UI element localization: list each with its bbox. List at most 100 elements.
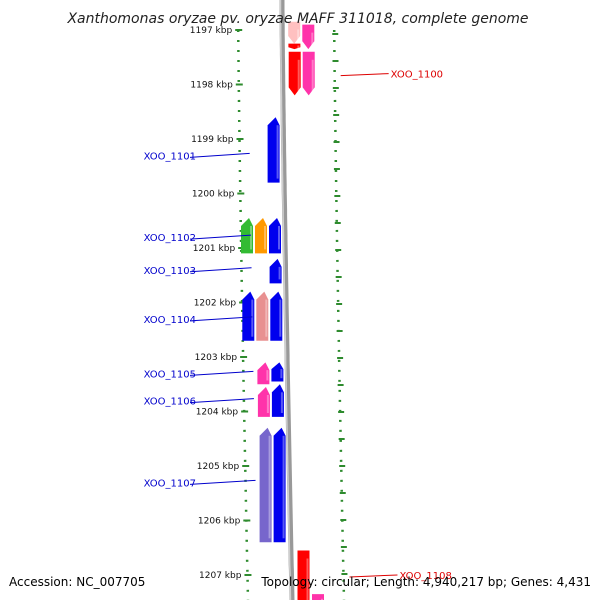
- gene-label-xoo_1102[interactable]: XOO_1102: [144, 233, 252, 244]
- kbp-tick-label: 1201 kbp: [193, 244, 236, 254]
- gene-1100a-mag[interactable]: [302, 24, 315, 50]
- accession-label: Accession: NC_007705: [9, 575, 145, 589]
- gene-arrow-body: [297, 550, 310, 600]
- gene-1104-main[interactable]: [270, 291, 283, 341]
- gene-arrow-body: [271, 362, 284, 382]
- gene-arrow-shine: [250, 226, 252, 250]
- gene-name-text: XOO_1103: [144, 266, 196, 277]
- label-leader-line: [189, 370, 254, 376]
- gene-1108-red[interactable]: [297, 550, 310, 600]
- gene-label-xoo_1108[interactable]: XOO_1108: [349, 571, 452, 582]
- gene-arrow-shine: [279, 299, 282, 337]
- gene-arrow-body: [259, 427, 272, 543]
- label-leader-line: [189, 267, 252, 273]
- gene-label-xoo_1106[interactable]: XOO_1106: [144, 397, 254, 408]
- label-leader-line: [189, 152, 250, 158]
- gene-1105-pink[interactable]: [257, 362, 270, 385]
- gene-label-xoo_1101[interactable]: XOO_1101: [144, 151, 250, 162]
- gene-name-text: XOO_1108: [399, 571, 451, 582]
- gene-arrow-shine: [280, 392, 283, 413]
- gene-arrow-shine: [266, 395, 269, 413]
- gene-arrow-body: [269, 258, 282, 284]
- gene-1106-pink[interactable]: [257, 387, 270, 417]
- gene-1103[interactable]: [269, 258, 282, 284]
- gene-arrow-shine: [321, 598, 323, 600]
- gene-arrow-body: [267, 117, 280, 183]
- gene-arrow-body: [269, 218, 281, 254]
- label-leader-line: [189, 398, 254, 404]
- gene-arrow-body: [271, 384, 284, 417]
- gene-arrow-shine: [297, 45, 300, 49]
- gene-1100b-red[interactable]: [288, 51, 301, 96]
- gene-1107-blue[interactable]: [273, 427, 286, 543]
- gene-label-xoo_1100[interactable]: XOO_1100: [340, 70, 443, 81]
- gene-arrow-body: [270, 291, 283, 341]
- gene-name-text: XOO_1100: [391, 70, 443, 81]
- genome-title: Xanthomonas oryzae pv. oryzae MAFF 31101…: [66, 11, 528, 27]
- genome-backbone-highlight: [279, 0, 292, 600]
- gene-arrow-shine: [278, 226, 280, 250]
- gene-arrow-body: [256, 291, 269, 341]
- gene-1102-blue[interactable]: [269, 218, 281, 254]
- kbp-tick-label: 1204 kbp: [196, 408, 239, 418]
- gene-arrow-shine: [268, 435, 271, 539]
- gene-name-text: XOO_1105: [144, 369, 196, 380]
- label-leader-line: [349, 574, 398, 578]
- gene-arrow-shine: [264, 226, 266, 250]
- gene-1100a-red[interactable]: [288, 43, 301, 50]
- gene-arrow-body: [257, 362, 270, 385]
- gene-arrow-shine: [311, 32, 314, 46]
- gene-1104-salmon[interactable]: [256, 291, 269, 341]
- gene-label-xoo_1103[interactable]: XOO_1103: [144, 266, 252, 277]
- gene-arrow-shine: [266, 370, 269, 381]
- gene-arrow-body: [255, 218, 267, 254]
- label-leader-line: [189, 316, 253, 322]
- label-leader-line: [189, 234, 252, 240]
- gene-1101[interactable]: [267, 117, 280, 183]
- genome-summary: Topology: circular; Length: 4,940,217 bp…: [260, 575, 591, 589]
- gene-arrow-body: [302, 51, 315, 96]
- kbp-tick-label: 1207 kbp: [199, 571, 242, 581]
- gene-arrow-shine: [278, 266, 281, 280]
- gene-name-text: XOO_1101: [144, 151, 196, 162]
- gene-label-xoo_1107[interactable]: XOO_1107: [144, 478, 256, 489]
- feature-layer: [241, 21, 324, 600]
- label-layer: XOO_1100 XOO_1101 XOO_1102 XOO_1103 XOO_1104…: [144, 70, 452, 582]
- kbp-tick-label: 1202 kbp: [194, 299, 237, 309]
- kbp-tick-label: 1206 kbp: [198, 517, 241, 527]
- gene-label-xoo_1104[interactable]: XOO_1104: [144, 315, 253, 326]
- track-layer: 1197 kbp 1198 kbp 1199 kbp 1200 kbp 1201 kbp…: [190, 0, 348, 600]
- gene-label-xoo_1105[interactable]: XOO_1105: [144, 369, 254, 380]
- gene-arrow-body: [273, 427, 286, 543]
- kbp-tick-label: 1205 kbp: [197, 462, 240, 472]
- kbp-tick-label: 1200 kbp: [192, 190, 235, 200]
- gene-1104-blue[interactable]: [242, 291, 255, 341]
- gene-arrow-body: [288, 21, 301, 44]
- gene-1107-purple[interactable]: [259, 427, 272, 543]
- gene-arrow-body: [288, 51, 301, 96]
- kbp-tick-label: 1203 kbp: [195, 353, 238, 363]
- kbp-tick-label: 1199 kbp: [191, 135, 234, 145]
- gene-arrow-body: [312, 594, 324, 600]
- gene-arrow-shine: [280, 369, 283, 379]
- gene-1108-mag[interactable]: [312, 594, 324, 600]
- gene-arrow-body: [242, 291, 255, 341]
- label-leader-line: [189, 479, 256, 485]
- gene-1106-blue[interactable]: [271, 384, 284, 417]
- gene-1102-orange[interactable]: [255, 218, 267, 254]
- gene-name-text: XOO_1102: [144, 233, 196, 244]
- gene-arrow-shine: [306, 558, 309, 600]
- gene-arrow-shine: [265, 299, 268, 337]
- label-leader-line: [340, 73, 389, 77]
- gene-1105-blue[interactable]: [271, 362, 284, 382]
- gene-arrow-shine: [297, 29, 300, 40]
- kbp-tick-label: 1198 kbp: [190, 81, 233, 91]
- gene-1100a-pink[interactable]: [288, 21, 301, 44]
- gene-1100b-mag[interactable]: [302, 51, 315, 96]
- gene-arrow-body: [257, 387, 270, 417]
- gene-arrow-shine: [282, 435, 285, 539]
- gene-name-text: XOO_1104: [144, 315, 196, 326]
- gene-arrow-body: [302, 24, 315, 50]
- gene-name-text: XOO_1106: [144, 397, 196, 408]
